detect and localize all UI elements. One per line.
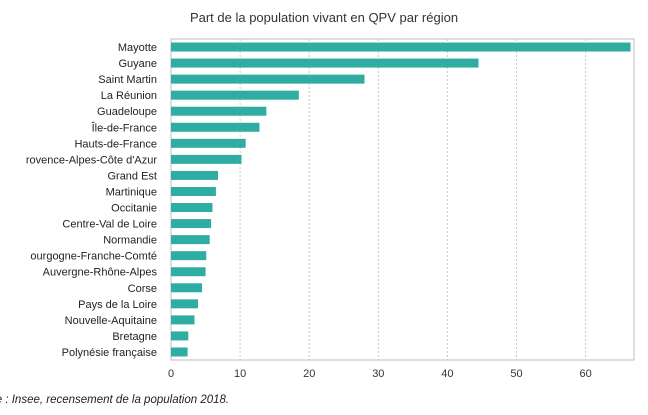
- category-label: ourgogne-Franche-Comté: [30, 251, 157, 263]
- bar: [171, 154, 242, 164]
- chart-title: Part de la population vivant en QPV par …: [189, 10, 459, 25]
- category-label: Nouvelle-Aquitaine: [65, 315, 157, 327]
- category-label: Auvergne-Rhône-Alpes: [43, 267, 158, 279]
- bar: [171, 299, 198, 309]
- x-tick-label: 10: [234, 368, 246, 380]
- category-label: Pays de la Loire: [78, 299, 157, 311]
- bar: [171, 42, 631, 52]
- bar: [171, 251, 207, 261]
- bar: [171, 235, 210, 245]
- category-label: Normandie: [103, 235, 157, 247]
- category-label: Saint Martin: [98, 74, 157, 86]
- bar: [171, 186, 216, 196]
- category-label: Polynésie française: [62, 347, 157, 359]
- x-tick-label: 0: [168, 368, 174, 380]
- category-label: Occitanie: [111, 203, 157, 215]
- bar: [171, 331, 189, 341]
- bar: [171, 138, 246, 148]
- category-label: Mayotte: [118, 42, 157, 54]
- category-label: Guadeloupe: [97, 106, 157, 118]
- x-tick-label: 30: [372, 368, 384, 380]
- x-tick-label: 60: [580, 368, 592, 380]
- x-tick-label: 50: [510, 368, 522, 380]
- bar: [171, 74, 365, 84]
- x-tick-label: 20: [303, 368, 315, 380]
- bar: [171, 315, 195, 325]
- bar: [171, 170, 218, 180]
- bar: [171, 106, 267, 116]
- bar: [171, 347, 188, 357]
- bar: [171, 122, 260, 132]
- bar: [171, 267, 206, 277]
- category-label: Île-de-France: [91, 121, 157, 134]
- category-label: Hauts-de-France: [74, 138, 157, 150]
- bar: [171, 203, 213, 213]
- bar: [171, 283, 203, 293]
- bar: [171, 219, 212, 229]
- category-label: Corse: [128, 283, 157, 295]
- category-label: Martinique: [106, 186, 157, 198]
- bar: [171, 58, 479, 68]
- x-tick-label: 40: [441, 368, 453, 380]
- category-label: La Réunion: [101, 90, 157, 102]
- category-label: Centre-Val de Loire: [62, 219, 157, 231]
- bar: [171, 90, 299, 100]
- plot-frame: [170, 38, 635, 361]
- category-label: Grand Est: [107, 170, 157, 182]
- category-label: Bretagne: [112, 331, 157, 343]
- source-note: ce : Insee, recensement de la population…: [0, 394, 230, 406]
- category-label: Guyane: [118, 58, 157, 70]
- category-label: rovence-Alpes-Côte d'Azur: [26, 154, 157, 166]
